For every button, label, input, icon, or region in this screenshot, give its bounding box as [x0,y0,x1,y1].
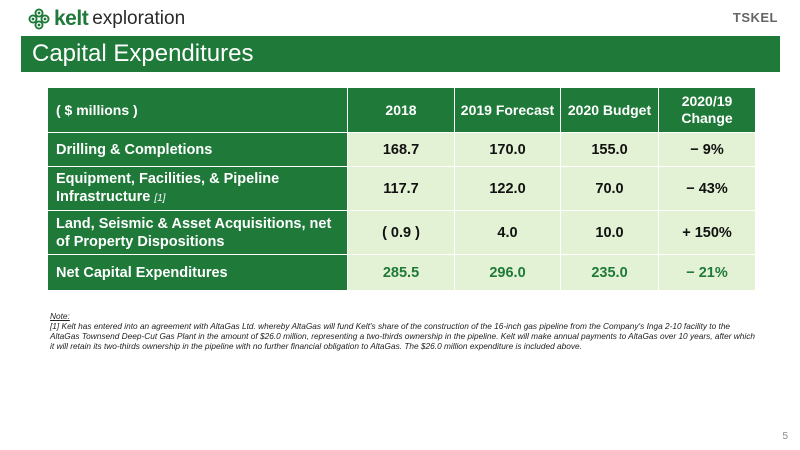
cell-value: 235.0 [560,254,659,291]
row-label: Equipment, Facilities, & Pipeline Infras… [47,166,348,211]
table-row: Land, Seismic & Asset Acquisitions, net … [47,210,756,255]
kelt-logo: kelt exploration [28,6,185,32]
cell-value: − 43% [658,166,756,211]
row-label-text: Net Capital Expenditures [56,264,228,281]
cell-value: 155.0 [560,132,659,167]
header-units: ( $ millions ) [47,87,348,133]
cell-value: + 150% [658,210,756,255]
cell-value: 117.7 [347,166,455,211]
cell-value: 70.0 [560,166,659,211]
page-title: Capital Expenditures [32,40,254,67]
header: kelt exploration TSKEL [0,0,800,36]
cell-value: − 9% [658,132,756,167]
brand-name: kelt [54,7,89,30]
header-change: 2020/19 Change [658,87,756,133]
page-number: 5 [782,431,788,442]
cell-value: 122.0 [454,166,561,211]
cell-value: 170.0 [454,132,561,167]
cell-value: 168.7 [347,132,455,167]
row-label-text: Drilling & Completions [56,141,213,158]
cell-value: 285.5 [347,254,455,291]
partner-logo-text: TSKEL [732,10,778,25]
row-label: Drilling & Completions [47,132,348,167]
cell-value: 10.0 [560,210,659,255]
tskel-logo: TSKEL [733,10,778,25]
note-text: [1] Kelt has entered into an agreement w… [50,321,755,351]
table-row: Equipment, Facilities, & Pipeline Infras… [47,166,756,211]
cell-value: 296.0 [454,254,561,291]
cell-value: − 21% [658,254,756,291]
footnote-block: Note: [1] Kelt has entered into an agree… [50,311,760,351]
row-label-text: Equipment, Facilities, & Pipeline Infras… [56,170,280,205]
clover-icon [28,8,50,30]
brand-subtitle: exploration [92,8,186,29]
table-header-row: ( $ millions ) 2018 2019 Forecast 2020 B… [47,87,756,133]
cell-value: 4.0 [454,210,561,255]
cell-value: ( 0.9 ) [347,210,455,255]
table-row-total: Net Capital Expenditures 285.5 296.0 235… [47,254,756,291]
header-2019-forecast: 2019 Forecast [454,87,561,133]
capex-table: ( $ millions ) 2018 2019 Forecast 2020 B… [47,87,756,291]
row-label: Net Capital Expenditures [47,254,348,291]
note-label: Note: [50,311,70,321]
title-bar: Capital Expenditures [21,36,780,72]
header-2020-budget: 2020 Budget [560,87,659,133]
table-row: Drilling & Completions 168.7 170.0 155.0… [47,132,756,167]
header-2018: 2018 [347,87,455,133]
row-label-text: Land, Seismic & Asset Acquisitions, net … [56,215,332,250]
footnote-marker: [1] [154,192,166,204]
row-label: Land, Seismic & Asset Acquisitions, net … [47,210,348,255]
